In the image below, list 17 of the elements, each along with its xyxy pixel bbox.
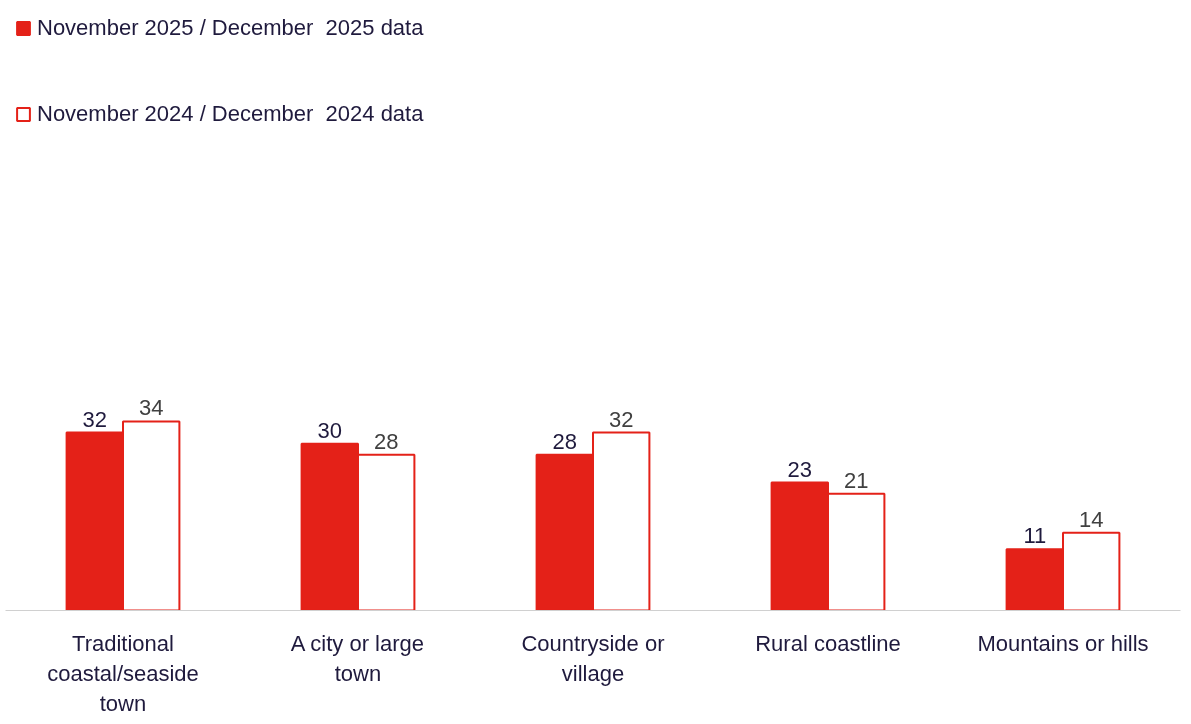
data-label: 28	[552, 428, 578, 454]
legend-label: November 2025 / December 2025 data	[37, 15, 424, 41]
data-label: 21	[843, 467, 869, 493]
legend-label: November 2024 / December 2024 data	[37, 101, 424, 127]
x-tick-label: Mountains or hills	[977, 630, 1149, 656]
data-label: 30	[317, 417, 343, 443]
x-tick-label: Rural coastline	[755, 630, 901, 656]
x-tick-label: A city or large town	[290, 630, 425, 686]
data-label: 23	[787, 456, 813, 482]
x-tick-label: Countryside or village	[521, 630, 665, 686]
data-label: 32	[82, 406, 108, 432]
data-label: 11	[1023, 523, 1047, 549]
data-label: 28	[373, 428, 399, 454]
x-tick-label: Traditional coastal/seaside town	[47, 630, 199, 716]
data-label: 14	[1078, 506, 1104, 532]
data-label: 32	[608, 406, 634, 432]
data-label: 34	[138, 395, 164, 421]
